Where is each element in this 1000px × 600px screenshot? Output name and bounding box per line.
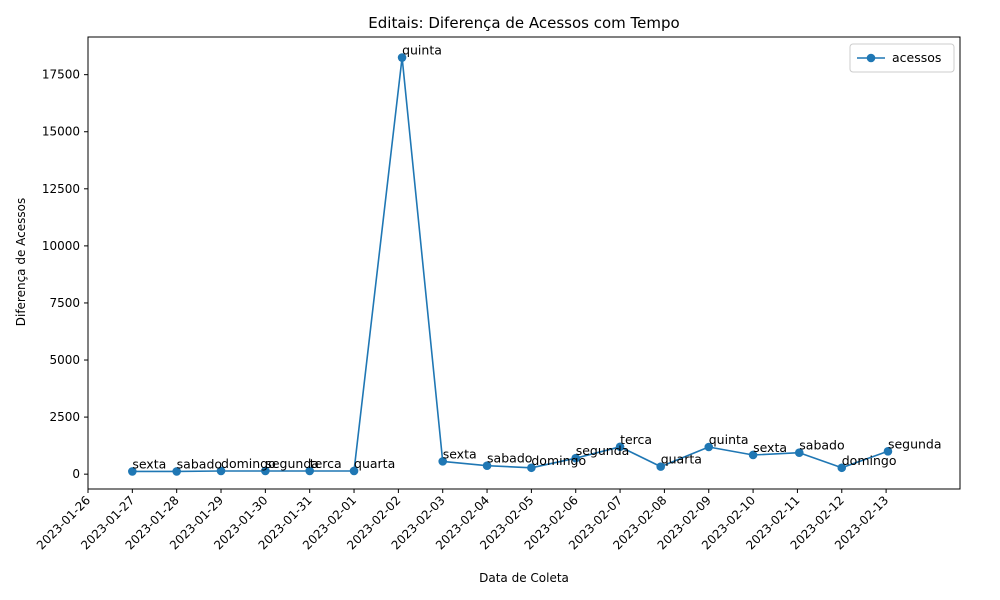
point-label: sexta [132, 456, 166, 471]
y-tick-label: 7500 [49, 296, 80, 310]
chart-title: Editais: Diferença de Acessos com Tempo [368, 14, 679, 32]
y-axis-label: Diferença de Acessos [14, 198, 28, 327]
point-label: quarta [354, 456, 395, 471]
point-label: quinta [402, 43, 442, 58]
point-label: segunda [576, 443, 630, 458]
plot-frame [87, 36, 961, 490]
plot-area [87, 36, 961, 490]
data-point [615, 442, 625, 452]
y-tick-label: 10000 [42, 239, 80, 253]
y-tick-label: 15000 [42, 125, 80, 139]
point-label: quarta [661, 452, 702, 467]
point-label: sabado [799, 438, 844, 453]
data-point [527, 463, 536, 473]
y-tick-label: 17500 [42, 68, 80, 82]
series-layer [128, 53, 893, 476]
y-tick-label: 2500 [49, 410, 80, 424]
data-point [349, 466, 359, 476]
data-point [261, 466, 270, 476]
point-label: quinta [709, 432, 749, 447]
data-point [837, 463, 847, 473]
data-point [794, 448, 804, 458]
legend-label: acessos [892, 50, 941, 65]
data-point [571, 453, 581, 463]
x-axis-label: Data de Coleta [479, 571, 569, 585]
data-point [704, 442, 714, 452]
point-label: domingo [531, 453, 586, 468]
y-axis-ticks: 0 2500 5000 7500 10000 12500 15000 17500 [42, 68, 88, 481]
y-tick-label: 12500 [42, 182, 80, 196]
series-line-acessos [132, 56, 889, 473]
point-label: domingo [842, 453, 897, 468]
y-tick-label: 5000 [49, 353, 80, 367]
data-point [438, 457, 448, 466]
y-tick-label: 0 [72, 467, 80, 481]
point-label: terca [310, 456, 342, 471]
legend: acessos [849, 43, 955, 73]
point-label: sexta [443, 446, 477, 461]
data-point [305, 466, 314, 476]
point-label: sabado [487, 451, 532, 466]
data-point [216, 466, 226, 476]
point-label: domingo [221, 456, 276, 471]
point-label: segunda [265, 456, 319, 471]
point-label: terca [620, 432, 652, 447]
data-point [172, 467, 181, 476]
data-point [883, 447, 893, 456]
point-label: segunda [888, 436, 942, 451]
point-label: sexta [753, 440, 787, 455]
legend-marker [866, 53, 876, 63]
point-label: sabado [177, 456, 222, 471]
legend-box [849, 43, 955, 73]
data-point [748, 450, 758, 460]
data-point [482, 461, 492, 471]
data-point [397, 53, 407, 62]
data-point [128, 467, 137, 476]
data-point [656, 462, 666, 471]
